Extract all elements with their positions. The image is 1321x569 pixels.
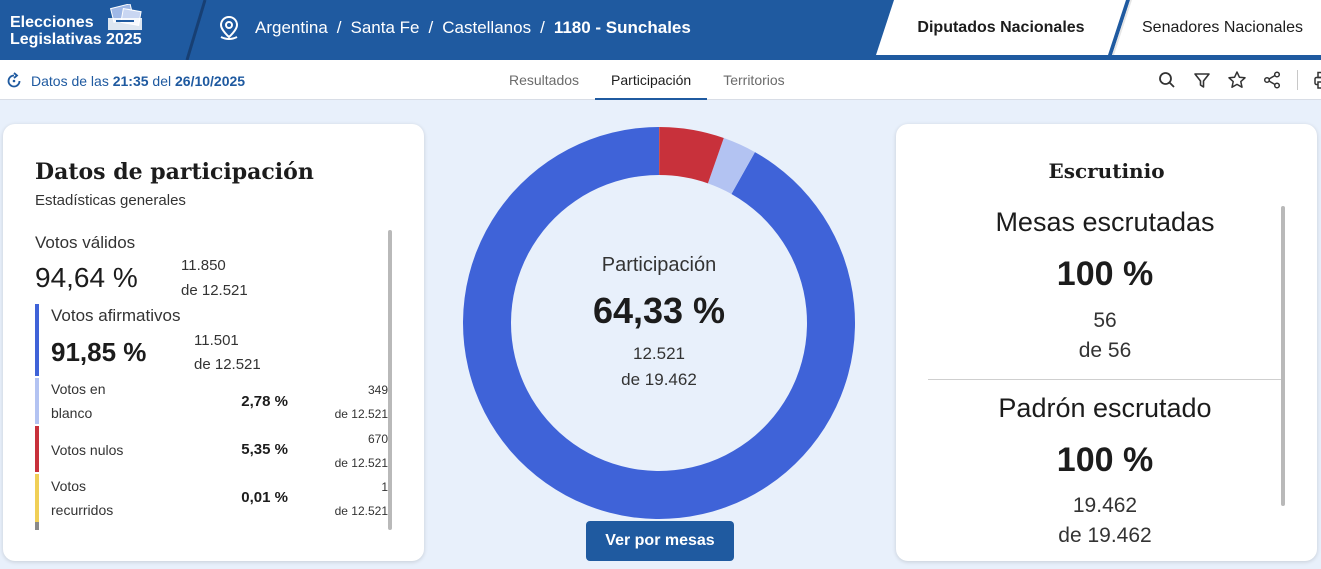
escrutinio-card: Escrutinio Mesas escrutadas 100 % 56 de … xyxy=(896,124,1317,561)
padron-escrutado-label: Padrón escrutado xyxy=(998,393,1212,423)
recurridos-count: 1 xyxy=(381,480,388,494)
blanco-total: de 12.521 xyxy=(334,407,388,421)
tab-diputados[interactable]: Diputados Nacionales xyxy=(876,0,1126,55)
breadcrumb-separator: / xyxy=(428,18,434,37)
afirmativos-total: de 12.521 xyxy=(194,356,261,373)
breadcrumb-separator: / xyxy=(540,18,545,37)
tab-resultados[interactable]: Resultados xyxy=(509,72,580,88)
logo-line1: Elecciones xyxy=(10,14,94,31)
update-time: 21:35 xyxy=(112,73,149,89)
last-update-text: Datos de las 21:35 del 26/10/2025 xyxy=(31,73,245,89)
color-bar-blanco xyxy=(35,378,39,424)
recurridos-label: Votos recurridos xyxy=(51,478,114,518)
chamber-tabs: Diputados Nacionales Senadores Nacionale… xyxy=(876,0,1321,60)
share-icon[interactable] xyxy=(1262,70,1282,90)
recurridos-pct: 0,01 % xyxy=(241,489,288,506)
blanco-pct: 2,78 % xyxy=(241,393,288,410)
logo-line2: Legislativas 2025 xyxy=(10,31,142,48)
tab-territorios[interactable]: Territorios xyxy=(723,72,785,88)
top-header: Elecciones Legislativas 2025 Argentina /… xyxy=(0,0,1321,60)
participation-donut-chart xyxy=(463,127,855,519)
afirmativos-label: Votos afirmativos xyxy=(51,306,181,325)
blanco-count: 349 xyxy=(367,383,388,397)
datos-prefix: Datos de las xyxy=(31,73,109,89)
breadcrumb-province[interactable]: Santa Fe xyxy=(350,18,420,37)
card-scrollbar[interactable] xyxy=(388,230,392,530)
view-tabs: Resultados Participación Territorios xyxy=(493,60,801,100)
star-icon[interactable] xyxy=(1227,70,1247,90)
breadcrumb-country[interactable]: Argentina xyxy=(255,18,328,37)
ver-por-mesas-button[interactable]: Ver por mesas xyxy=(586,521,734,561)
padron-escrutado-total: de 19.462 xyxy=(1058,524,1152,547)
toolbar-icons xyxy=(1157,70,1321,90)
recurridos-total: de 12.521 xyxy=(334,504,388,518)
color-bar-nulos xyxy=(35,426,39,472)
sub-toolbar: Datos de las 21:35 del 26/10/2025 Result… xyxy=(0,60,1321,100)
color-bar-recurridos xyxy=(35,474,39,522)
location-pin-icon[interactable] xyxy=(216,15,242,41)
mesas-escrutadas-pct: 100 % xyxy=(1056,255,1154,293)
breadcrumb-department[interactable]: Castellanos xyxy=(442,18,532,37)
datos-mid: del xyxy=(152,73,172,89)
app-logo[interactable]: Elecciones Legislativas 2025 xyxy=(10,4,142,48)
donut-count: 12.521 xyxy=(633,344,685,363)
blanco-label: Votos en blanco xyxy=(51,381,106,421)
valid-votes-total: de 12.521 xyxy=(181,282,248,299)
padron-escrutado-pct: 100 % xyxy=(1056,441,1154,479)
donut-total: de 19.462 xyxy=(621,370,697,389)
color-bar-afirmativos xyxy=(35,304,39,376)
breadcrumb-separator: / xyxy=(336,18,342,37)
nulos-label: Votos nulos xyxy=(51,442,124,458)
afirmativos-pct: 91,85 % xyxy=(51,337,147,367)
toolbar-divider xyxy=(1297,70,1298,90)
breadcrumb-circuit: 1180 - Sunchales xyxy=(553,18,691,37)
mesas-escrutadas-total: de 56 xyxy=(1078,339,1132,362)
card-subtitle: Estadísticas generales xyxy=(35,192,186,209)
breadcrumb: Argentina / Santa Fe / Castellanos / 118… xyxy=(216,15,691,41)
valid-votes-pct: 94,64 % xyxy=(35,262,138,293)
tab-participacion[interactable]: Participación xyxy=(595,60,708,100)
nulos-count: 670 xyxy=(367,432,388,446)
ballot-box-icon xyxy=(108,4,142,30)
color-bar-next xyxy=(35,522,39,530)
nulos-pct: 5,35 % xyxy=(241,441,288,458)
filter-icon[interactable] xyxy=(1192,70,1212,90)
donut-slice-votos-nulos[interactable] xyxy=(659,127,724,184)
mesas-escrutadas-count: 56 xyxy=(1093,309,1117,332)
nulos-total: de 12.521 xyxy=(334,456,388,470)
donut-slice-votos-en-blanco[interactable] xyxy=(707,138,755,194)
escrutinio-divider xyxy=(928,379,1281,380)
mesas-escrutadas-label: Mesas escrutadas xyxy=(995,207,1215,237)
valid-votes-count: 11.850 xyxy=(181,257,226,274)
print-icon[interactable] xyxy=(1313,70,1321,90)
card-title: Datos de participación xyxy=(35,159,314,185)
afirmativos-count: 11.501 xyxy=(194,332,239,349)
donut-label: Participación xyxy=(601,254,717,276)
header-divider xyxy=(185,0,207,60)
escrutinio-title: Escrutinio xyxy=(1048,159,1165,183)
donut-pct: 64,33 % xyxy=(592,290,726,331)
tab-senadores[interactable]: Senadores Nacionales xyxy=(1112,0,1321,55)
padron-escrutado-count: 19.462 xyxy=(1072,494,1138,517)
valid-votes-label: Votos válidos xyxy=(35,233,136,252)
update-date: 26/10/2025 xyxy=(175,73,246,89)
participation-card: Datos de participación Estadísticas gene… xyxy=(3,124,424,561)
search-icon[interactable] xyxy=(1157,70,1177,90)
refresh-icon[interactable] xyxy=(5,72,23,90)
card-scrollbar[interactable] xyxy=(1281,206,1285,506)
